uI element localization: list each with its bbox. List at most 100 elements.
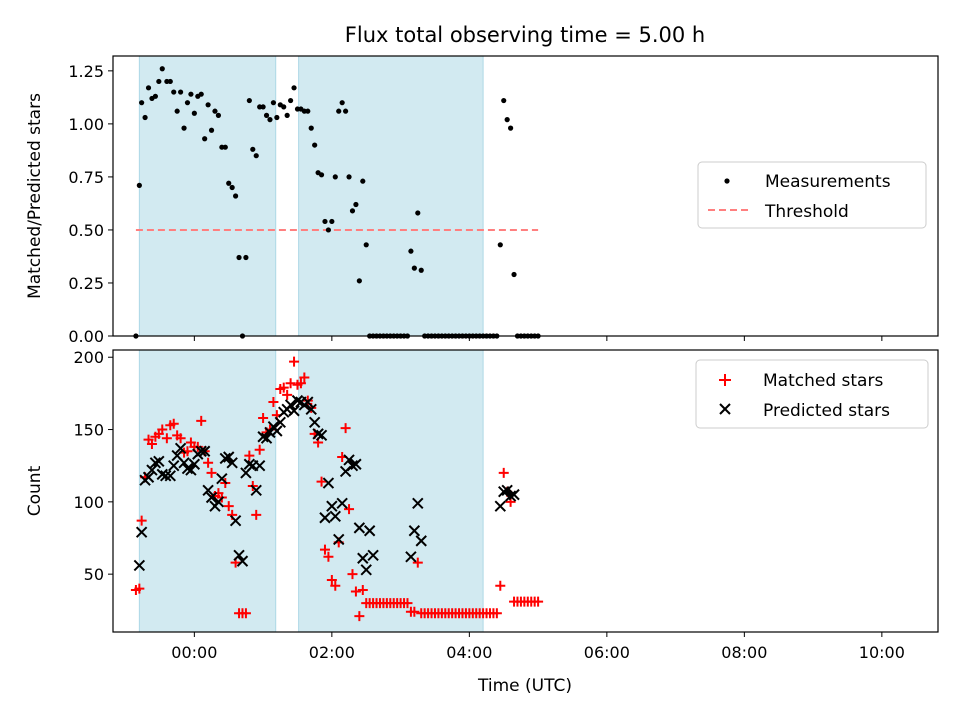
matched-star-point [319, 544, 330, 555]
measurement-point [339, 100, 345, 106]
matched-star-point [344, 504, 355, 515]
matched-star-point [223, 501, 234, 512]
matched-star-point [350, 586, 361, 597]
measurement-point [191, 110, 197, 116]
matched-star-point [402, 598, 413, 609]
measurement-point [198, 91, 204, 97]
bottom-y-tick-label: 50 [84, 565, 104, 584]
matched-star-point [330, 580, 341, 591]
bottom-legend: Matched stars Predicted stars [695, 359, 929, 429]
predicted-star-point [367, 549, 379, 562]
matched-star-point [203, 457, 214, 468]
legend-predicted-label: Predicted stars [763, 401, 890, 421]
bottom-y-axis-label: Count [25, 465, 45, 516]
measurement-point [501, 97, 507, 104]
predicted-star-point [498, 486, 510, 498]
predicted-star-point [322, 477, 335, 489]
predicted-star-point [412, 497, 424, 509]
measurement-point [212, 108, 218, 114]
predicted-star-point [415, 535, 427, 547]
matched-star-point [161, 433, 172, 444]
measurement-point [312, 142, 318, 148]
legend-matched-label: Matched stars [763, 371, 883, 391]
matched-star-point [278, 382, 289, 393]
measurement-point [233, 193, 239, 199]
predicted-star-point [288, 405, 300, 417]
measurement-point [411, 265, 417, 271]
predicted-star-point [408, 525, 421, 537]
predicted-star-point [312, 428, 324, 440]
matched-star-point [254, 444, 265, 455]
bottom-y-tick-label: 100 [73, 493, 104, 512]
predicted-star-point [205, 491, 218, 504]
matched-star-point [168, 418, 179, 429]
matched-star-point [347, 569, 358, 580]
bottom-y-tick-label: 150 [73, 421, 104, 440]
predicted-star-point [198, 445, 211, 457]
bottom-x-tick-label: 06:00 [584, 643, 630, 662]
top-y-tick-label: 0.25 [68, 274, 104, 293]
matched-star-point [282, 389, 293, 400]
predicted-star-point [188, 458, 201, 470]
measurement-point [332, 174, 338, 180]
predicted-star-point [363, 525, 376, 537]
measurement-point [404, 333, 411, 339]
measurement-point [305, 108, 311, 114]
matched-star-point [157, 424, 168, 435]
matched-star-point [146, 439, 157, 449]
predicted-star-point [353, 522, 366, 534]
measurement-point [353, 201, 359, 208]
bottom-legend-box [695, 359, 929, 429]
measurement-point [253, 153, 259, 159]
measurement-point [329, 218, 335, 225]
matched-star-point [340, 423, 351, 434]
matched-star-point [285, 378, 296, 389]
measurement-point [343, 108, 349, 114]
measurement-point [318, 172, 325, 178]
legend-measurements-marker [724, 178, 730, 184]
measurement-point [178, 89, 184, 95]
predicted-star-point [216, 473, 228, 485]
measurement-point [535, 333, 541, 339]
predicted-star-point [185, 464, 197, 476]
predicted-star-point [494, 500, 506, 512]
measurement-point [308, 125, 314, 131]
top-y-tick-label: 0.75 [68, 168, 104, 187]
measurement-point [494, 333, 500, 339]
top-shaded-interval [138, 55, 277, 337]
predicted-star-point [274, 416, 286, 429]
measurement-point [188, 91, 194, 97]
predicted-star-point [501, 484, 513, 496]
predicted-star-point [346, 459, 359, 472]
predicted-star-point [168, 459, 180, 472]
measurement-point [325, 227, 332, 233]
chart-title: Flux total observing time = 5.00 h [345, 23, 705, 47]
predicted-star-point [236, 555, 249, 567]
measurement-point [267, 117, 273, 123]
measurement-point [222, 144, 228, 150]
predicted-star-point [360, 564, 372, 576]
measurement-point [356, 278, 362, 284]
bottom-x-tick-label: 10:00 [859, 643, 905, 662]
top-y-tick-label: 1.00 [68, 115, 104, 134]
measurement-point [408, 248, 414, 254]
top-legend-box [697, 161, 927, 229]
matched-star-point [533, 596, 544, 607]
matched-star-point [498, 467, 509, 478]
measurement-point [336, 108, 342, 114]
predicted-star-point [302, 396, 314, 408]
measurement-point [136, 182, 142, 188]
predicted-star-point [223, 451, 235, 463]
predicted-star-point [153, 455, 165, 468]
predicted-star-point [326, 500, 338, 512]
matched-star-point [134, 583, 145, 594]
measurement-point [156, 78, 162, 85]
measurement-point [418, 267, 424, 273]
measurement-point [288, 97, 294, 104]
predicted-star-point [257, 431, 269, 443]
bottom-plot-frame [112, 349, 939, 633]
measurement-point [346, 174, 352, 180]
matched-star-point [354, 611, 365, 622]
measurement-point [284, 112, 290, 118]
measurement-point [145, 85, 152, 91]
